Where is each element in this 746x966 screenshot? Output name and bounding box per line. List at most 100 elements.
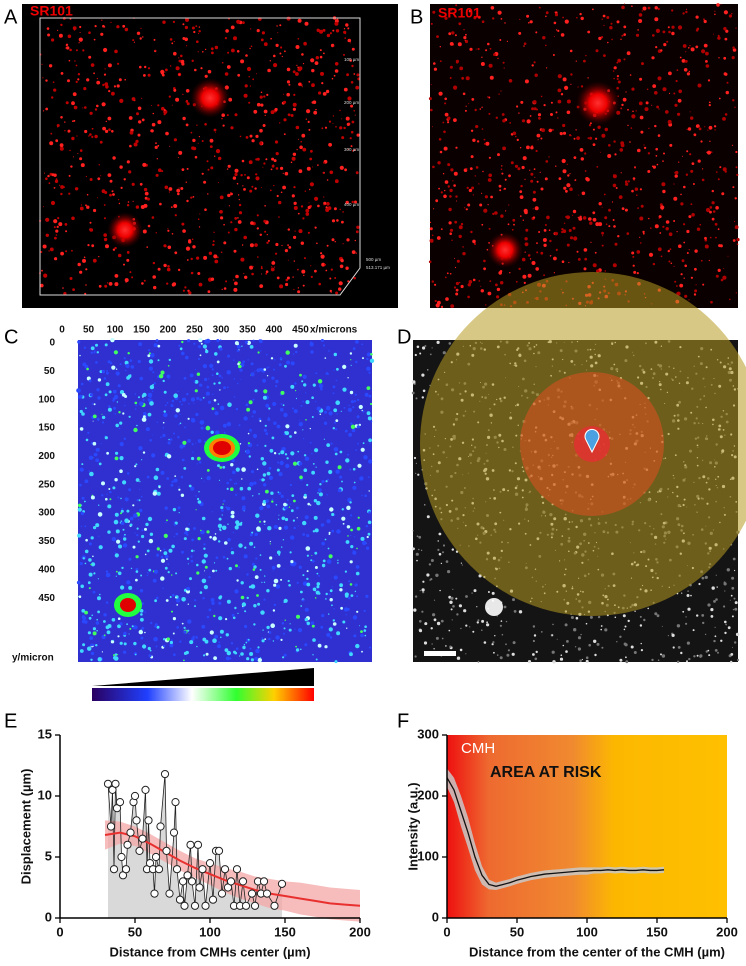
texture-dot <box>230 487 234 492</box>
texture-dot <box>119 165 123 169</box>
texture-dot <box>656 163 659 166</box>
texture-dot <box>276 564 281 568</box>
texture-dot <box>563 222 566 224</box>
y-tick-label: 300 <box>417 726 439 741</box>
texture-dot <box>136 527 139 530</box>
texture-dot <box>245 449 251 455</box>
texture-dot <box>553 36 555 38</box>
texture-dot <box>290 509 294 513</box>
texture-dot <box>297 450 300 453</box>
texture-dot <box>236 349 240 353</box>
texture-dot <box>81 496 85 500</box>
data-point <box>205 859 215 868</box>
texture-dot <box>500 214 504 218</box>
texture-dot <box>339 583 343 588</box>
texture-dot <box>472 630 475 633</box>
texture-dot <box>248 455 251 458</box>
texture-dot <box>98 462 102 466</box>
texture-dot <box>585 656 589 659</box>
texture-dot <box>90 63 95 67</box>
texture-dot <box>627 124 629 127</box>
texture-dot <box>521 165 525 170</box>
texture-dot <box>93 208 97 213</box>
texture-dot <box>333 45 335 47</box>
texture-dot <box>251 185 254 188</box>
texture-dot <box>732 557 736 561</box>
texture-dot <box>210 598 215 602</box>
texture-dot <box>416 345 420 349</box>
texture-dot <box>442 544 446 547</box>
texture-dot <box>423 641 428 645</box>
data-point <box>111 779 120 788</box>
texture-dot <box>709 140 711 142</box>
texture-dot <box>585 622 588 625</box>
texture-dot <box>354 239 356 242</box>
texture-dot <box>292 519 295 522</box>
texture-dot <box>736 658 740 662</box>
texture-dot <box>523 42 527 45</box>
texture-dot <box>106 451 109 455</box>
texture-dot <box>686 660 688 663</box>
texture-dot <box>654 612 658 616</box>
texture-dot <box>536 251 539 254</box>
texture-dot <box>67 79 70 83</box>
texture-dot <box>72 120 74 122</box>
texture-dot <box>275 504 278 506</box>
texture-dot <box>118 411 121 414</box>
texture-dot <box>225 633 229 637</box>
texture-dot <box>562 77 567 82</box>
texture-dot <box>311 101 314 104</box>
texture-dot <box>286 360 291 365</box>
texture-dot <box>613 174 615 176</box>
texture-dot <box>88 587 91 590</box>
texture-dot <box>182 116 186 121</box>
texture-dot <box>189 640 194 645</box>
texture-dot <box>729 298 731 301</box>
texture-dot <box>668 260 671 263</box>
texture-dot <box>347 535 349 537</box>
texture-dot <box>312 654 314 656</box>
texture-dot <box>727 255 729 257</box>
texture-dot <box>315 108 317 111</box>
texture-dot <box>580 16 584 21</box>
texture-dot <box>98 164 101 166</box>
texture-dot <box>247 442 250 445</box>
texture-dot <box>673 220 676 222</box>
texture-dot <box>45 233 49 237</box>
texture-dot <box>111 536 117 542</box>
texture-dot <box>354 393 357 396</box>
texture-dot <box>719 244 723 248</box>
texture-dot <box>368 371 371 374</box>
image-a-texture <box>39 16 361 296</box>
texture-dot <box>240 652 244 656</box>
texture-dot <box>324 538 327 541</box>
texture-dot <box>321 541 325 546</box>
texture-dot <box>428 260 432 264</box>
texture-dot <box>447 121 450 124</box>
texture-dot <box>208 608 212 612</box>
texture-dot <box>261 639 265 643</box>
texture-dot <box>722 117 726 121</box>
texture-dot <box>114 413 116 415</box>
texture-dot <box>296 506 299 510</box>
texture-dot <box>421 588 425 592</box>
texture-dot <box>194 380 199 384</box>
texture-dot <box>48 250 50 252</box>
texture-dot <box>714 649 718 652</box>
texture-dot <box>84 525 87 528</box>
texture-dot <box>601 18 603 20</box>
texture-dot <box>237 612 239 615</box>
texture-dot <box>568 261 570 264</box>
texture-dot <box>472 194 474 196</box>
texture-dot <box>468 103 470 105</box>
texture-dot <box>325 208 330 212</box>
texture-dot <box>357 463 362 468</box>
data-point <box>214 846 224 856</box>
texture-dot <box>503 187 506 190</box>
texture-dot <box>303 438 305 440</box>
texture-dot <box>152 261 156 265</box>
texture-dot <box>325 405 331 411</box>
texture-dot <box>585 659 589 663</box>
texture-dot <box>530 179 534 183</box>
texture-dot <box>214 533 217 535</box>
